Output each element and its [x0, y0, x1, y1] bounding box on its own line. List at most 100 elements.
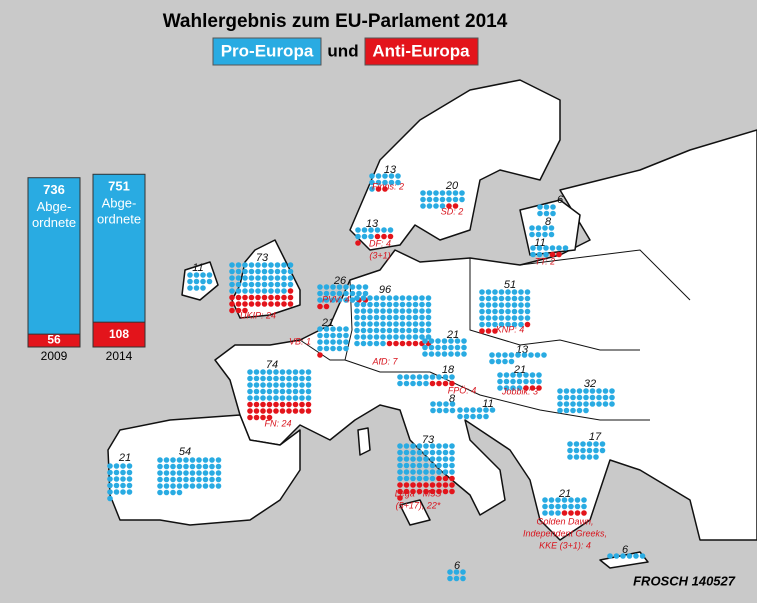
seat-dot [274, 281, 281, 288]
seat-dot [492, 315, 498, 321]
seat-dot [416, 443, 423, 449]
party-label: KNP: 4 [496, 324, 525, 334]
seat-dot [176, 470, 183, 476]
seat-dot [416, 374, 423, 380]
seat-dot [215, 457, 222, 463]
seat-dot [268, 288, 274, 294]
seat-dot [387, 227, 394, 233]
seat-dot [336, 326, 343, 332]
seat-dot [360, 334, 367, 340]
seat-dot [317, 339, 323, 345]
seat-dot [423, 456, 429, 462]
seat-dot [505, 295, 511, 302]
seat-dot [420, 190, 426, 196]
seat-dot [360, 295, 367, 301]
seat-dot [497, 372, 503, 378]
seat-dot [215, 483, 222, 489]
seat-dot [535, 231, 542, 238]
seat-grid [457, 407, 496, 420]
seat-dot [435, 338, 441, 344]
seat-dot [260, 401, 266, 408]
seat-dot [274, 294, 281, 301]
seat-dot [626, 553, 633, 559]
seat-dot [323, 303, 330, 310]
seat-dot [356, 284, 362, 290]
party-label: FN: 24 [264, 418, 291, 428]
seat-dot [260, 369, 266, 375]
seat-dot [556, 251, 562, 258]
seat-dot [215, 476, 222, 483]
seat-dot [247, 375, 253, 382]
seat-dot [317, 345, 323, 352]
seat-dot [449, 462, 455, 469]
seat-dot [356, 290, 362, 297]
seat-dot [261, 268, 268, 275]
seat-dot [266, 388, 273, 395]
seat-dot [120, 463, 126, 469]
seat-dot [524, 315, 531, 321]
seat-dot [292, 408, 299, 414]
seat-dot [460, 575, 466, 582]
seat-dot [209, 470, 215, 476]
seat-dot [548, 497, 555, 503]
seat-dot [253, 414, 260, 421]
seat-dot [441, 351, 448, 357]
legend-anti: Anti-Europa [372, 41, 470, 60]
seat-dot [410, 449, 416, 456]
seat-dot [419, 295, 425, 301]
seat-dot [330, 345, 336, 352]
seat-count: 13 [366, 218, 379, 230]
seat-dot [609, 388, 615, 394]
seat-dot [367, 340, 373, 347]
seat-dot [442, 469, 449, 475]
seat-dot [425, 301, 432, 308]
seat-dot [196, 476, 202, 483]
seat-dot [449, 374, 455, 380]
seat-dot [556, 245, 562, 251]
legend-pro: Pro-Europa [221, 41, 314, 60]
seat-count: 6 [557, 194, 564, 206]
seat-dot [422, 344, 428, 351]
seat-dot [281, 294, 287, 301]
seat-dot [570, 401, 576, 407]
seat-dot [568, 497, 574, 503]
seat-dot [439, 203, 446, 209]
seat-dot [423, 469, 429, 475]
seat-dot [157, 457, 163, 463]
seat-dot [503, 378, 510, 385]
seat-dot [187, 285, 193, 291]
seat-dot [439, 190, 446, 196]
seat-dot [548, 510, 555, 516]
seat-dot [410, 380, 416, 387]
seat-dot [449, 401, 456, 407]
seat-dot [361, 233, 368, 240]
seat-dot [406, 340, 412, 347]
seat-grid [430, 401, 456, 414]
seat-dot [633, 553, 639, 559]
seat-dot [163, 457, 170, 463]
seat-dot [403, 469, 410, 475]
seat-dot [403, 462, 410, 469]
seat-dot [422, 351, 428, 357]
seat-dot [596, 401, 602, 407]
seat-dot [305, 408, 312, 414]
seat-dot [576, 401, 583, 407]
seat-dot [343, 332, 349, 339]
seat-dot [330, 326, 336, 332]
seat-dot [433, 196, 439, 203]
seat-dot [563, 394, 570, 401]
seat-grid [557, 388, 615, 414]
seat-dot [229, 307, 235, 314]
seat-dot [530, 245, 536, 251]
seat-dot [380, 301, 386, 308]
seat-dot [229, 262, 235, 268]
seat-dot [336, 290, 343, 297]
seat-dot [581, 510, 587, 516]
seat-dot [497, 385, 503, 391]
seat-dot [452, 196, 459, 203]
seat-dot [449, 449, 455, 456]
seat-dot [279, 401, 286, 408]
seat-count: 21 [321, 317, 334, 329]
seat-dot [163, 476, 170, 483]
seat-dot [463, 413, 470, 420]
